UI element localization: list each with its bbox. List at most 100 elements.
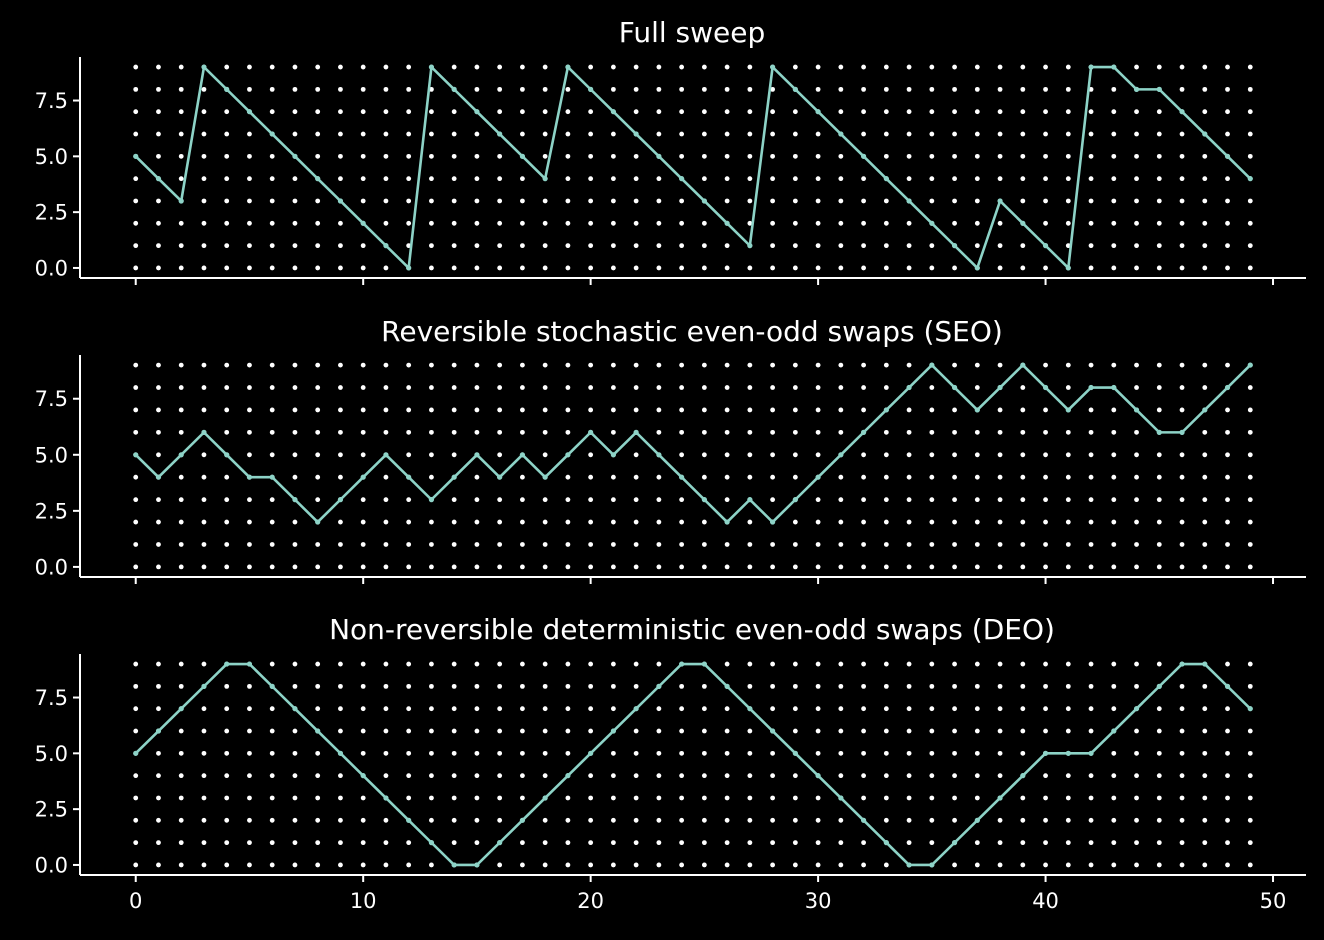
grid-point [1111, 795, 1117, 801]
grid-point [1111, 564, 1117, 570]
grid-point [429, 795, 434, 801]
grid-point [520, 176, 525, 182]
grid-point [565, 243, 571, 249]
data-point [951, 840, 958, 846]
grid-point [1134, 817, 1139, 823]
grid-point [1043, 497, 1048, 503]
grid-point [792, 220, 798, 226]
grid-point [1202, 497, 1208, 503]
grid-point [497, 243, 503, 249]
grid-point [133, 683, 139, 689]
grid-point [1156, 362, 1162, 368]
grid-point [360, 817, 366, 823]
grid-point [633, 452, 639, 458]
grid-point [497, 64, 503, 70]
grid-point [929, 64, 935, 70]
grid-point [1020, 474, 1026, 480]
grid-point [1225, 86, 1230, 92]
data-point [610, 109, 616, 115]
grid-point [974, 64, 980, 70]
grid-point [224, 109, 230, 115]
grid-point [701, 683, 707, 689]
grid-point [542, 542, 548, 547]
grid-point [1043, 407, 1048, 413]
grid-point [292, 362, 298, 368]
data-point [1088, 384, 1094, 391]
grid-point [906, 750, 912, 756]
grid-point [247, 683, 252, 689]
grid-point [1202, 198, 1208, 204]
grid-point [542, 362, 548, 368]
grid-point [1156, 773, 1162, 779]
grid-point [588, 773, 594, 779]
grid-point [997, 840, 1003, 846]
grid-point [656, 220, 662, 226]
grid-point [474, 564, 480, 570]
grid-point [838, 706, 844, 712]
grid-point [429, 862, 434, 868]
grid-point [747, 817, 753, 823]
grid-point [520, 519, 525, 525]
grid-point [451, 385, 457, 390]
grid-point [1202, 564, 1208, 570]
grid-point [1247, 385, 1253, 390]
grid-point [1156, 474, 1162, 480]
grid-point [952, 542, 957, 547]
grid-point [929, 683, 935, 689]
grid-point [861, 198, 866, 204]
grid-point [338, 86, 343, 92]
grid-point [1111, 519, 1117, 525]
grid-point [633, 362, 639, 368]
grid-point [1043, 474, 1048, 480]
grid-point [656, 265, 662, 271]
grid-point [451, 243, 457, 249]
grid-point [451, 795, 457, 801]
grid-point [247, 795, 252, 801]
grid-point [1134, 131, 1139, 137]
grid-point [247, 407, 252, 413]
grid-point [292, 840, 298, 846]
grid-point [565, 519, 571, 525]
grid-point [1043, 131, 1048, 137]
grid-point [1134, 109, 1139, 115]
grid-point [1065, 220, 1071, 226]
grid-point [1020, 243, 1026, 249]
grid-point [383, 198, 389, 204]
grid-point [315, 474, 321, 480]
grid-point [861, 385, 866, 390]
grid-point [679, 773, 685, 779]
data-point [1088, 64, 1094, 70]
grid-point [338, 840, 343, 846]
grid-point [1111, 362, 1117, 368]
grid-point [929, 385, 935, 390]
grid-point [292, 429, 298, 435]
grid-point [656, 817, 662, 823]
grid-point [451, 542, 457, 547]
grid-point [1088, 176, 1094, 182]
grid-point [679, 452, 685, 458]
grid-point [861, 683, 866, 689]
grid-point [1134, 362, 1139, 368]
grid-point [451, 661, 457, 667]
grid-point [1020, 385, 1026, 390]
grid-point [1065, 362, 1071, 368]
grid-point [178, 407, 184, 413]
data-point [315, 728, 321, 734]
grid-point [679, 429, 685, 435]
grid-point [429, 153, 434, 159]
grid-point [952, 109, 957, 115]
grid-point [1020, 64, 1026, 70]
grid-point [815, 862, 821, 868]
grid-point [1065, 176, 1071, 182]
grid-point [1043, 198, 1048, 204]
grid-point [724, 153, 730, 159]
grid-point [610, 64, 616, 70]
grid-point [224, 840, 230, 846]
grid-point [429, 661, 434, 667]
series-markers [133, 362, 1253, 525]
grid-point [861, 109, 866, 115]
y-ticks: 0.02.55.07.5 [35, 686, 80, 877]
grid-point [1043, 542, 1048, 547]
grid-point [315, 64, 321, 70]
data-point [201, 64, 207, 70]
